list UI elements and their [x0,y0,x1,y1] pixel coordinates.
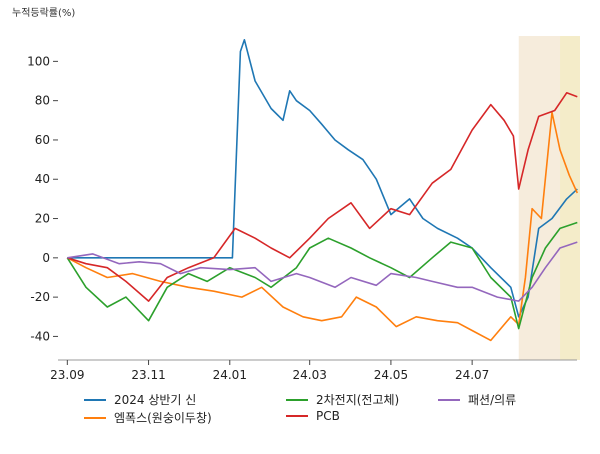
legend-label: 패션/의류 [468,393,517,407]
y-tick-label: 60 [35,133,50,147]
legend-item: 엠폭스(원숭이두창) [84,409,212,426]
y-tick-label: 20 [35,212,50,226]
x-tick-label: 24.03 [292,368,326,382]
x-tick-label: 24.07 [455,368,489,382]
series-line-1 [66,111,579,342]
y-axis-label: 누적등락률(%) [12,7,75,19]
legend-swatch [286,398,308,401]
x-axis: 23.09 23.11 24.01 24.03 24.05 24.07 [50,359,577,382]
legend-item: 2차전지(전고체) [286,391,399,408]
x-tick-label: 23.11 [131,368,165,382]
y-tick-label: -40 [30,329,50,343]
series-line-2 [66,221,578,330]
legend-swatch [84,398,106,401]
y-tick-label: 40 [35,172,50,186]
highlight-bands [518,36,580,360]
series-line-0 [67,38,578,318]
legend-item: PCB [286,409,340,423]
x-tick-label: 24.05 [374,368,408,382]
legend-swatch [286,415,308,417]
y-tick-label: 80 [35,94,50,108]
legend-item: 2024 상반기 신 [84,391,196,408]
x-tick-label: 24.01 [213,368,247,382]
x-tick-label: 23.09 [50,368,84,382]
y-tick-label: 100 [27,54,50,68]
legend-label: 엠폭스(원숭이두창) [114,411,212,425]
legend-swatch [438,398,460,401]
legend-swatch [84,416,106,419]
series-line-4 [67,241,578,302]
highlight-band-1 [560,36,580,360]
legend-label: 2024 상반기 신 [114,393,197,407]
y-axis: -40 -20 0 20 40 60 80 100 [27,54,58,343]
series-line-3 [67,92,578,302]
y-tick-label: 0 [42,251,50,265]
legend-label: PCB [316,409,340,423]
y-tick-label: -20 [30,290,50,304]
series-lines [66,38,579,342]
legend-label: 2차전지(전고체) [316,393,400,407]
legend-item: 패션/의류 [438,391,516,408]
